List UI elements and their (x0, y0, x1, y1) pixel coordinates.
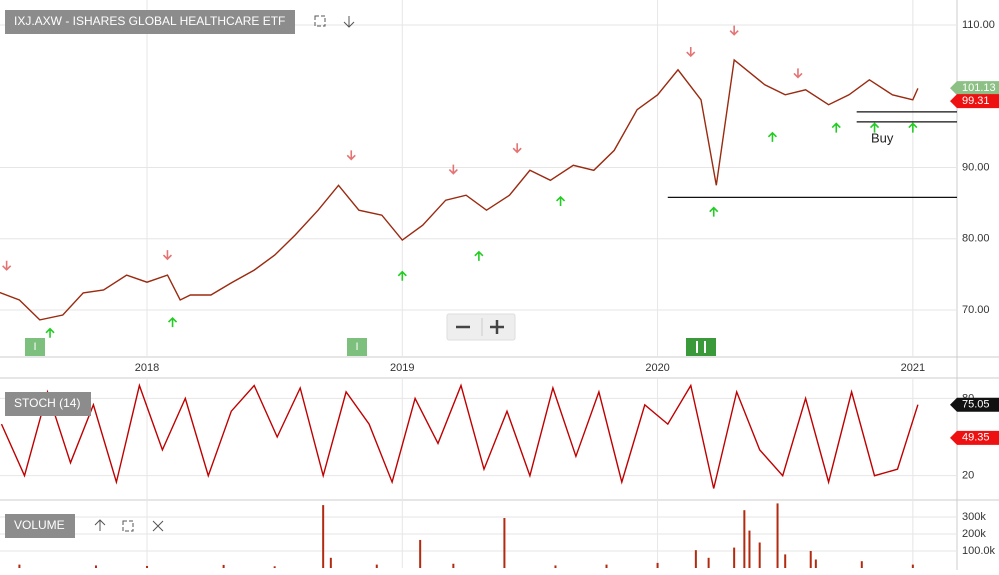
volume-bar (18, 564, 21, 568)
signal-arrow (397, 270, 407, 281)
volume-bar (776, 503, 779, 568)
signal-arrow (167, 316, 178, 328)
volume-bar (605, 564, 608, 568)
event-label: I (33, 341, 36, 353)
y-tick-label: 100.0k (962, 545, 996, 557)
volume-bar (329, 557, 332, 568)
volume-bar (503, 518, 506, 568)
price-tag-label: 99.31 (962, 95, 990, 107)
up-icon[interactable] (94, 519, 106, 531)
x-tick-label: 2020 (645, 362, 669, 374)
x-tick-label: 2018 (135, 362, 159, 374)
signal-arrow (45, 327, 55, 338)
volume-bar (222, 564, 225, 568)
volume-bar (656, 562, 659, 568)
signal-arrow (346, 150, 356, 161)
event-label: I (355, 341, 358, 353)
signal-arrow (162, 250, 173, 261)
volume-bar (554, 565, 557, 568)
expand-icon[interactable] (122, 520, 134, 532)
volume-bar (375, 564, 378, 568)
y-tick-label: 110.00 (962, 19, 995, 31)
signal-arrow (729, 25, 739, 36)
stoch-title-box (5, 392, 91, 416)
signal-arrow (831, 122, 841, 133)
signal-arrow (474, 250, 484, 261)
volume-bar (748, 530, 751, 568)
volume-bar (814, 559, 817, 568)
signal-arrow (709, 206, 719, 217)
price-tag (950, 94, 999, 109)
signal-arrow (556, 195, 566, 206)
volume-bar (860, 561, 863, 568)
price-tag (950, 430, 999, 445)
volume-bar (273, 566, 276, 568)
event-marker[interactable] (25, 338, 45, 356)
volume-bar (94, 565, 97, 568)
volume-bar (322, 505, 325, 568)
annotation: Buy (871, 130, 894, 145)
volume-bar (911, 564, 914, 568)
title-box (5, 10, 295, 34)
y-tick-label: 80.00 (962, 233, 990, 245)
signal-arrow (448, 164, 458, 175)
y-tick-label: 200k (962, 528, 986, 540)
signal-arrow (908, 122, 918, 133)
volume-title-box (5, 514, 75, 538)
y-tick-label: 300k (962, 511, 986, 523)
event-marker[interactable] (347, 338, 367, 356)
volume-bar (694, 550, 697, 568)
signal-arrow (512, 143, 522, 154)
x-tick-label: 2019 (390, 362, 414, 374)
signal-arrow (793, 68, 803, 79)
y-tick-label: 20 (962, 470, 974, 482)
price-tag-label: 49.35 (962, 432, 990, 444)
volume-bar (146, 565, 149, 568)
x-tick-label: 2021 (901, 362, 925, 374)
event-marker-group[interactable] (686, 338, 716, 356)
volume-bar (809, 551, 812, 568)
price-tag (950, 81, 999, 96)
down-icon[interactable] (343, 16, 355, 28)
price-tag-label: 101.13 (962, 82, 996, 94)
y-tick-label: 70.00 (962, 304, 990, 316)
volume-bar (743, 510, 746, 568)
price-tag (950, 397, 999, 412)
volume-bar (784, 554, 787, 568)
signal-arrow (869, 122, 880, 133)
volume-bar (452, 563, 455, 568)
close-icon[interactable] (152, 520, 164, 532)
signal-arrow (2, 260, 12, 271)
line-series (0, 383, 919, 489)
event-icon (696, 341, 706, 353)
signal-arrow (686, 47, 696, 58)
y-tick-label: 90.00 (962, 161, 990, 173)
price-tag-label: 75.05 (962, 399, 990, 411)
signal-arrow (767, 131, 778, 142)
zoom-icons[interactable] (456, 320, 504, 334)
line-series (0, 58, 919, 321)
volume-title: VOLUME (14, 518, 65, 532)
volume-bar (733, 547, 736, 568)
expand-icon[interactable] (314, 15, 326, 27)
volume-bar (758, 542, 761, 568)
volume-bar (707, 557, 710, 568)
stoch-title: STOCH (14) (14, 396, 80, 410)
volume-bar (419, 539, 422, 568)
chart-title: IXJ.AXW - ISHARES GLOBAL HEALTHCARE ETF (14, 14, 285, 28)
